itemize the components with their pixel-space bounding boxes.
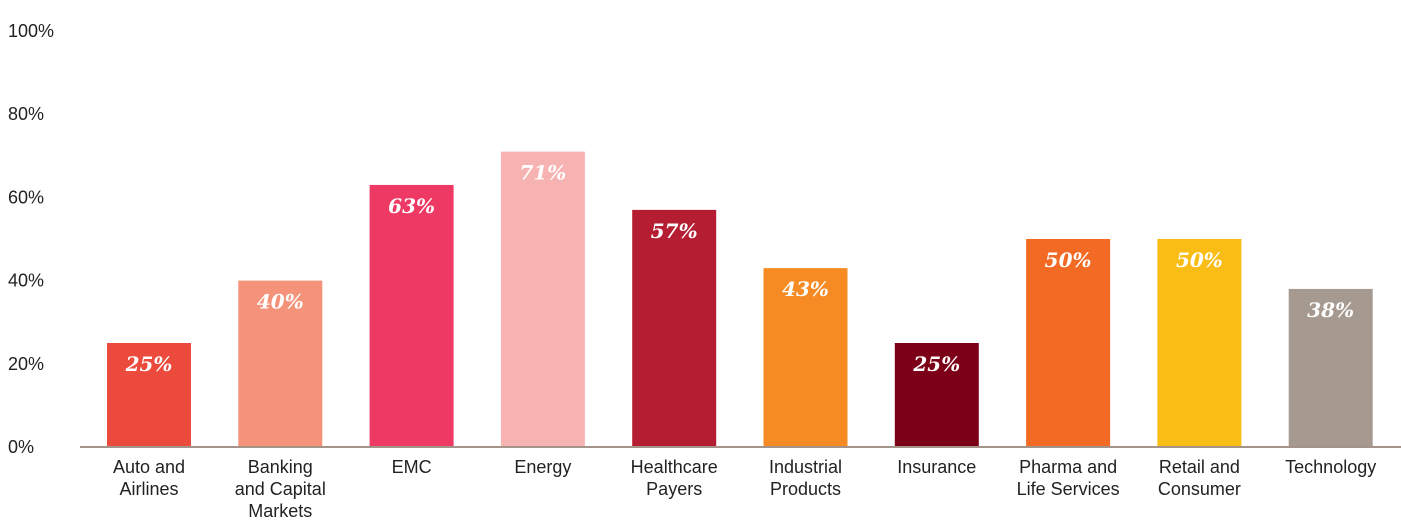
category-label-line: Technology [1285, 457, 1376, 477]
y-tick-label: 40% [8, 271, 44, 291]
category-label: Industrial Products [769, 457, 842, 499]
y-tick-label: 0% [8, 437, 34, 457]
category-label-line: Pharma and [1019, 457, 1117, 477]
y-tick-label: 20% [8, 354, 44, 374]
bar [1026, 239, 1111, 447]
bar-value-label: 25% [125, 352, 173, 376]
category-label: Technology [1285, 457, 1376, 477]
category-label-line: Energy [514, 457, 571, 477]
bar-value-label: 25% [912, 352, 960, 376]
y-tick-label: 80% [8, 104, 44, 124]
bar-value-label: 50% [1045, 248, 1092, 272]
category-label: Retail and Consumer [1158, 457, 1241, 499]
category-label-line: Banking [248, 457, 313, 477]
category-labels-group: Auto and Airlines Banking and Capital Market… [113, 457, 1376, 521]
bars-group [107, 151, 1373, 448]
bar-value-label: 38% [1307, 298, 1354, 322]
bar [107, 343, 191, 447]
category-label-line: Airlines [119, 479, 178, 499]
category-label-line: Products [770, 479, 841, 499]
bar [1157, 239, 1242, 447]
y-axis-tick-labels: 0% 20% 40% 60% 80% 100% [8, 21, 54, 457]
category-label-line: Life Services [1017, 479, 1120, 499]
category-label-line: Retail and [1159, 457, 1240, 477]
bar-value-label: 57% [651, 219, 698, 243]
category-label-line: Consumer [1158, 479, 1241, 499]
category-label-line: Industrial [769, 457, 842, 477]
category-label: Energy [514, 457, 571, 477]
category-label: Healthcare Payers [631, 457, 718, 499]
value-labels-group: 25% 40% 63% 71% 57% 43% 25% 50% 50% 38% [125, 161, 1355, 376]
bar [894, 343, 979, 447]
category-label: Pharma and Life Services [1017, 457, 1120, 499]
y-tick-label: 60% [8, 187, 44, 207]
category-label: Banking and Capital Markets [235, 457, 326, 521]
category-label-line: Markets [248, 501, 312, 521]
category-label: Auto and Airlines [113, 457, 185, 499]
bar-value-label: 40% [257, 290, 304, 314]
bar [500, 151, 585, 447]
y-tick-label: 100% [8, 21, 54, 41]
bar [1288, 288, 1373, 447]
bar [238, 280, 323, 447]
bar [369, 184, 454, 448]
category-label-line: Auto and [113, 457, 185, 477]
category-label-line: Healthcare [631, 457, 718, 477]
category-label-line: Insurance [897, 457, 976, 477]
category-label-line: EMC [392, 457, 432, 477]
bar-value-label: 43% [782, 277, 829, 301]
category-label: EMC [392, 457, 432, 477]
bar [763, 268, 848, 447]
bar-value-label: 63% [388, 194, 435, 218]
category-label-line: Payers [646, 479, 702, 499]
category-label-line: and Capital [235, 479, 326, 499]
bar-value-label: 50% [1176, 248, 1223, 272]
category-label: Insurance [897, 457, 976, 477]
bar [632, 209, 717, 447]
bar-value-label: 71% [519, 161, 566, 185]
